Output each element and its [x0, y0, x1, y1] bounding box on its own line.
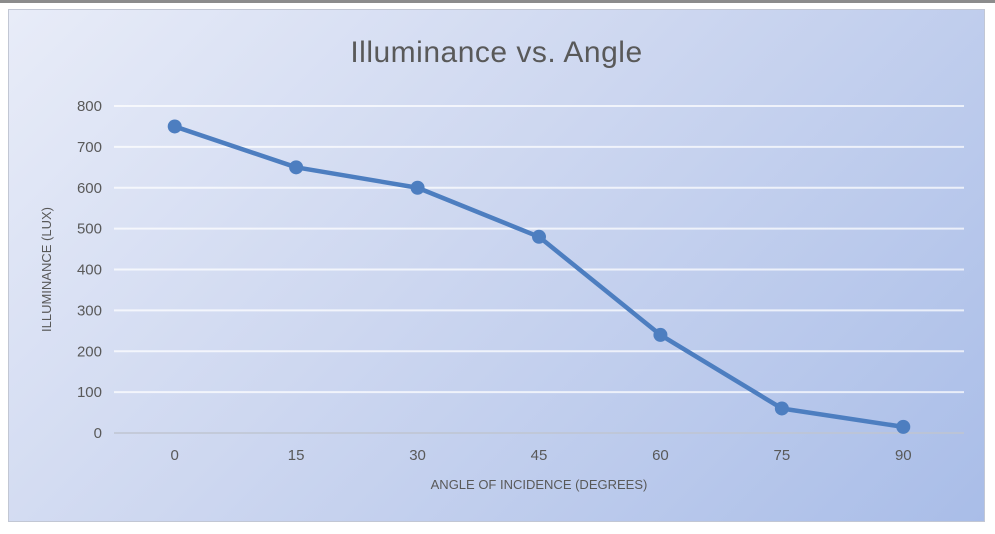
chart-frame: 0 100 200 300 400 500 600 700 800 0 15 30 45 60 75 90 AN… — [8, 9, 985, 522]
y-tick-label: 0 — [94, 425, 102, 442]
data-point-marker — [167, 119, 182, 134]
data-point-marker — [774, 401, 789, 416]
y-tick-label: 300 — [77, 302, 102, 319]
chart-title: Illuminance vs. Angle — [350, 36, 643, 69]
y-tick-label: 700 — [77, 139, 102, 156]
data-point-marker — [289, 160, 304, 175]
x-tick-label: 0 — [171, 447, 179, 464]
y-axis-title: ILLUMINANCE (LUX) — [39, 207, 54, 332]
x-tick-label: 45 — [531, 447, 548, 464]
y-tick-label: 500 — [77, 221, 102, 238]
data-line — [172, 124, 906, 430]
y-tick-label: 400 — [77, 262, 102, 279]
y-tick-label: 600 — [77, 180, 102, 197]
x-tick-label: 60 — [652, 447, 669, 464]
y-tick-label: 100 — [77, 384, 102, 401]
y-tick-label: 200 — [77, 343, 102, 360]
x-tick-label: 30 — [409, 447, 426, 464]
data-point-marker — [532, 229, 546, 244]
x-axis-title: ANGLE OF INCIDENCE (DEGREES) — [431, 477, 648, 492]
data-point-marker — [410, 180, 425, 195]
data-point-marker — [653, 327, 668, 342]
plot-area: 0 100 200 300 400 500 600 700 800 0 15 30 45 60 75 90 AN… — [39, 98, 964, 492]
x-tick-label: 75 — [774, 447, 791, 464]
data-point-marker — [896, 419, 911, 434]
x-tick-label: 90 — [895, 447, 912, 464]
y-tick-label: 800 — [77, 98, 102, 115]
x-tick-label: 15 — [288, 447, 305, 464]
window-top-edge — [0, 0, 995, 3]
